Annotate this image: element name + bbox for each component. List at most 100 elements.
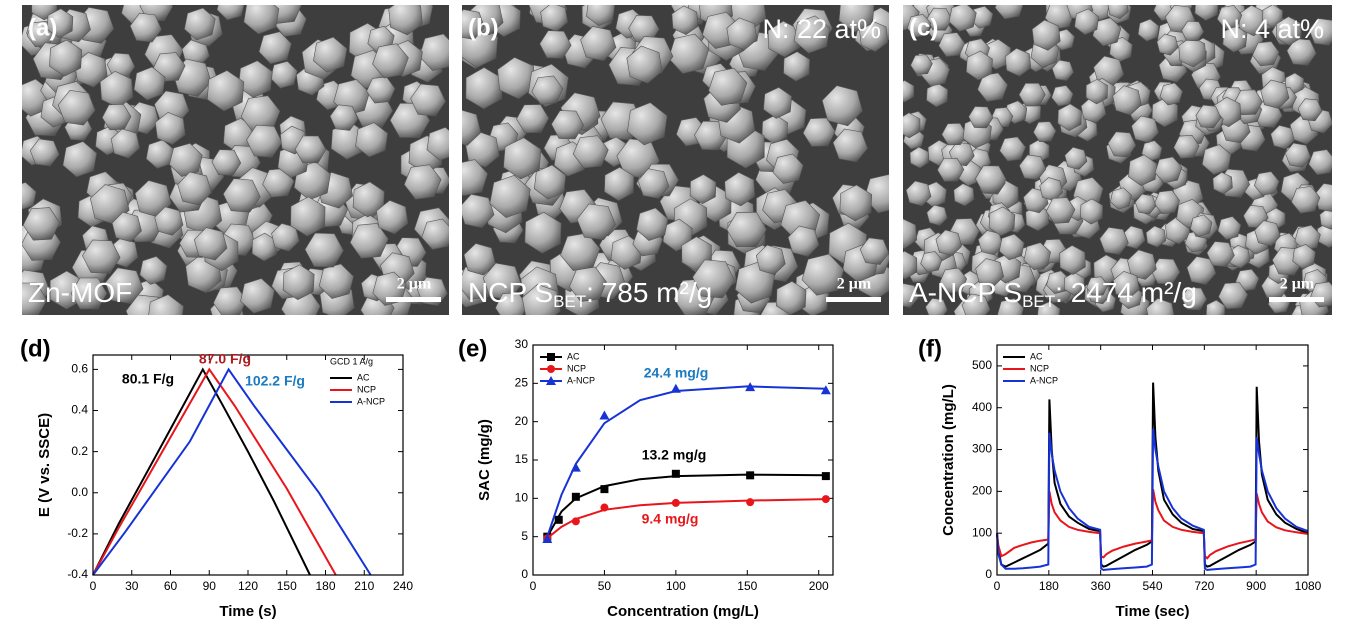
y-tick-label: -0.2: [67, 526, 88, 540]
x-tick-label: 100: [666, 579, 686, 593]
y-tick-label: 0: [985, 567, 992, 581]
crystal: [560, 232, 601, 271]
crystal: [313, 36, 348, 73]
crystal: [1107, 5, 1129, 19]
crystal: [965, 50, 993, 81]
crystal: [1206, 241, 1235, 268]
crystal: [1112, 270, 1140, 299]
crystal: [1031, 19, 1061, 51]
crystal: [1037, 301, 1061, 315]
crystal: [1045, 197, 1076, 224]
crystal: [1286, 38, 1317, 66]
marker-square: [554, 515, 563, 524]
crystal: [926, 204, 948, 226]
crystal: [304, 232, 344, 268]
marker-triangle: [670, 383, 681, 393]
x-tick-label: 150: [277, 579, 297, 593]
crystal: [1023, 242, 1051, 271]
y-tick-label: 10: [515, 491, 529, 505]
crystal: [975, 165, 1007, 194]
marker-triangle: [745, 382, 756, 392]
crystal: [935, 229, 962, 256]
crystal: [1262, 5, 1283, 28]
y-tick-label: 200: [972, 484, 992, 498]
crystal: [462, 109, 482, 146]
y-tick-label: 0.0: [71, 485, 88, 499]
panel-label: (f): [918, 335, 942, 362]
crystal: [763, 87, 792, 119]
x-tick-label: 180: [315, 579, 335, 593]
crystal: [1112, 85, 1142, 116]
crystal: [1128, 154, 1158, 187]
y-axis-title: SAC (mg/g): [476, 419, 493, 501]
crystal: [903, 218, 918, 250]
crystal: [1127, 249, 1157, 280]
crystal: [551, 110, 584, 140]
y-tick-label: 5: [521, 529, 528, 543]
crystal: [421, 218, 449, 250]
panel-label: (a): [28, 14, 57, 41]
legend-label: A-NCP: [567, 375, 595, 385]
crystal: [968, 106, 994, 129]
y-tick-label: 0.4: [71, 403, 88, 417]
y-tick-label: 100: [972, 525, 992, 539]
crystal: [832, 128, 868, 163]
crystal: [726, 211, 767, 248]
crystal: [482, 262, 522, 301]
crystal: [576, 203, 616, 241]
legend-label: NCP: [567, 363, 586, 373]
crystal: [352, 181, 385, 218]
crystal: [975, 258, 1005, 288]
scale-bar-label: 2 μm: [397, 276, 432, 293]
crystal: [388, 5, 423, 36]
crystal: [1074, 8, 1099, 35]
crystal: [516, 104, 550, 134]
crystal: [129, 12, 162, 43]
sem-content: [22, 5, 449, 315]
chart: (e) 0 50 100 150 200 0 5 10 15 20 25 30 Concentration…: [458, 335, 834, 620]
marker-triangle: [546, 376, 556, 385]
crystal: [821, 85, 863, 127]
crystal: [939, 267, 968, 294]
x-tick-label: 180: [1039, 579, 1059, 593]
plot-frame: [92, 354, 404, 576]
crystal: [22, 182, 37, 210]
crystal: [708, 67, 748, 106]
scale-bar: [826, 297, 881, 302]
crystal: [1151, 97, 1179, 128]
x-tick-label: 90: [203, 579, 217, 593]
legend-label: NCP: [357, 384, 376, 394]
chart: (d) 0 30 60 90 120 150 180 210 240 -0.4 -0.2 0.0 0.2 0…: [20, 335, 413, 620]
crystal: [1292, 244, 1316, 270]
scale-bar: [386, 297, 441, 302]
y-axis-title: E (V vs. SSCE): [36, 413, 53, 517]
crystal: [793, 15, 831, 54]
fit-line: [546, 385, 826, 538]
crystal: [953, 183, 975, 207]
crystal: [1284, 142, 1312, 168]
crystal: [184, 7, 216, 41]
crystal: [1110, 187, 1132, 210]
crystal: [403, 164, 442, 200]
crystal: [637, 168, 670, 199]
crystal: [726, 17, 758, 51]
x-tick-label: 50: [598, 579, 612, 593]
composition-note: N: 4 at%: [1220, 14, 1324, 44]
marker-square: [746, 471, 755, 480]
x-tick-label: 30: [125, 579, 139, 593]
crystal: [937, 157, 965, 182]
crystal: [531, 75, 564, 105]
crystal: [294, 135, 327, 164]
crystal: [1154, 190, 1180, 215]
crystal: [57, 89, 96, 126]
crystal: [111, 211, 142, 243]
crystal: [938, 32, 966, 57]
annotation: 87.0 F/g: [199, 351, 251, 367]
label-subscript: BET: [553, 292, 586, 311]
series-line: [996, 428, 1309, 572]
crystal: [626, 45, 663, 84]
annotation: 102.2 F/g: [245, 373, 305, 389]
crystal: [1057, 103, 1082, 131]
fit-line: [546, 498, 826, 539]
crystal: [801, 253, 845, 296]
